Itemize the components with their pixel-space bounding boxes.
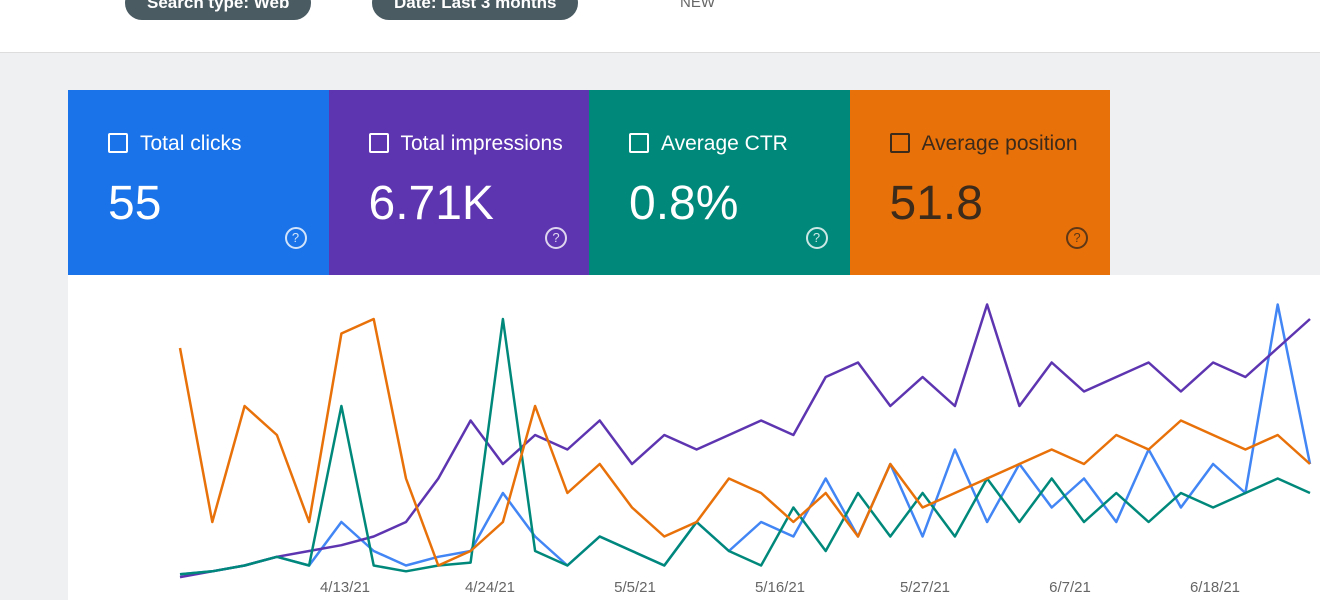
card-value: 55 <box>108 177 162 230</box>
help-icon[interactable]: ? <box>545 227 567 249</box>
metric-card[interactable]: Total impressions 6.71K? <box>328 90 589 275</box>
metric-card[interactable]: Total clicks 55? <box>68 90 329 275</box>
new-label: NEW <box>680 0 715 11</box>
card-value: 0.8% <box>629 177 739 230</box>
x-tick-label: 6/7/21 <box>1049 579 1091 596</box>
help-icon[interactable]: ? <box>805 227 828 249</box>
metric-card[interactable]: Average CTR 0.8%? <box>589 90 850 275</box>
series-line <box>178 317 1311 567</box>
toolbar: Search type: Web Date: Last 3 months NEW <box>0 0 1320 53</box>
card-title: Average CTR <box>629 132 788 156</box>
card-title: Total clicks <box>108 132 242 156</box>
x-tick-label: 4/13/21 <box>320 579 370 596</box>
help-icon[interactable]: ? <box>284 227 307 249</box>
series-line <box>179 317 1311 576</box>
card-value: 6.71K <box>368 177 494 230</box>
help-icon[interactable]: ? <box>1066 227 1088 249</box>
x-tick-label: 5/5/21 <box>614 579 656 596</box>
x-tick-label: 6/18/21 <box>1190 579 1240 596</box>
x-tick-label: 5/16/21 <box>755 579 805 596</box>
x-tick-label: 5/27/21 <box>900 579 950 596</box>
x-tick-label: 4/24/21 <box>465 579 515 596</box>
chip[interactable]: Date: Last 3 months <box>372 0 579 20</box>
cards: Total clicks 55? Total impressions 6.71K? Av… <box>68 90 1110 275</box>
series-line <box>179 303 1312 576</box>
metric-card[interactable]: Average position 51.8? <box>849 90 1110 275</box>
card-title: Average position <box>890 132 1078 156</box>
chip[interactable]: Search type: Web <box>125 0 312 20</box>
card-title: Total impressions <box>369 132 563 156</box>
card-value: 51.8 <box>889 177 983 230</box>
